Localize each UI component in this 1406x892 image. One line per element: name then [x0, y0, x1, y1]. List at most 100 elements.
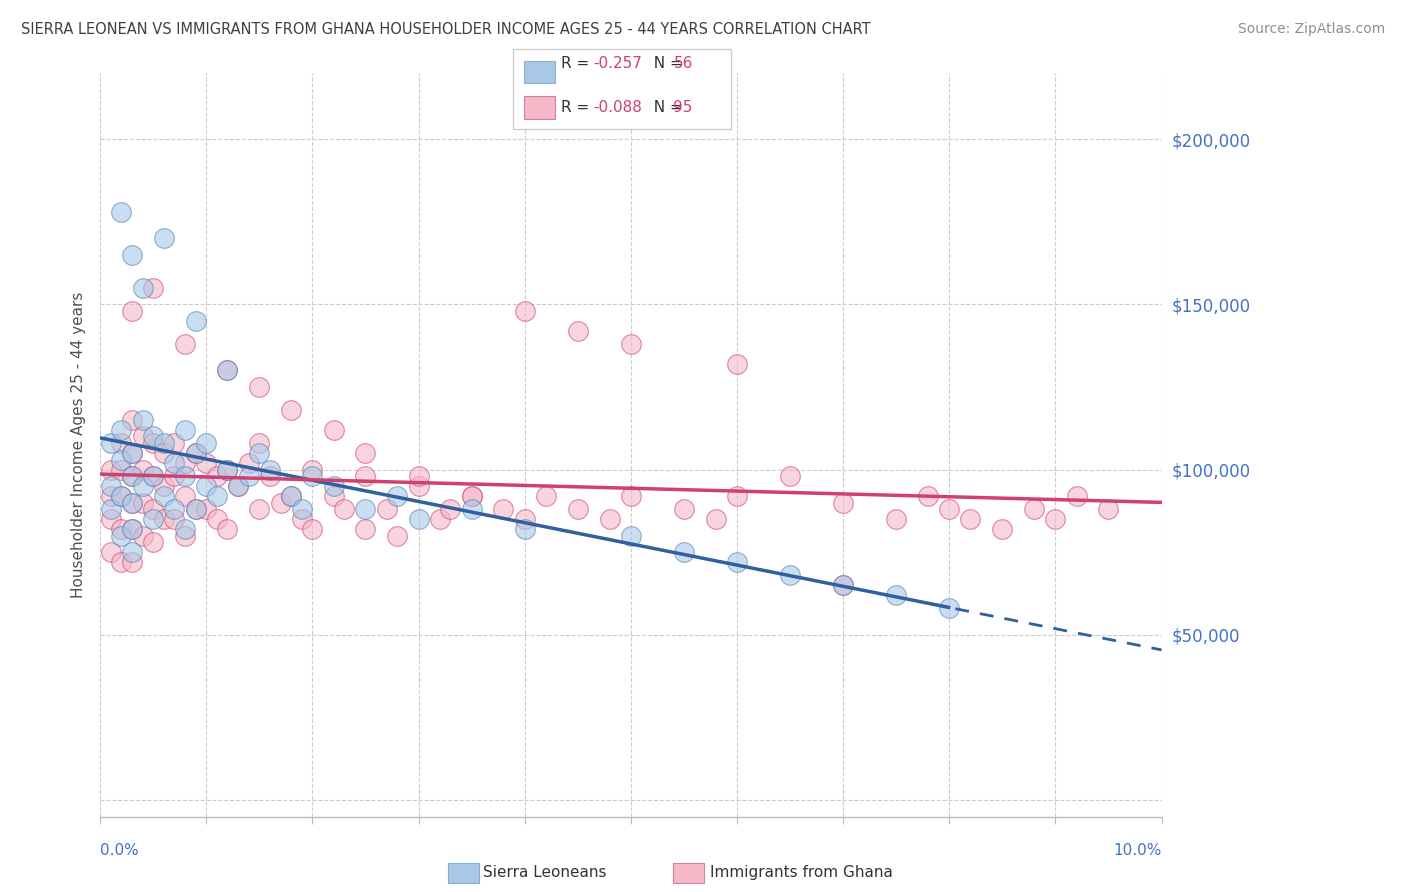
Point [270, 495, 292, 509]
Point [121, 495, 143, 509]
Point [100, 502, 122, 516]
Point [534, 489, 557, 503]
Point [174, 528, 197, 542]
Point [121, 522, 143, 536]
Text: Immigrants from Ghana: Immigrants from Ghana [710, 865, 893, 880]
Point [884, 588, 907, 602]
Point [280, 403, 302, 417]
Point [142, 535, 165, 549]
Point [1045, 512, 1067, 526]
Text: 95: 95 [673, 100, 693, 114]
Point [354, 446, 377, 460]
Point [247, 446, 270, 460]
Point [725, 357, 748, 371]
Point [174, 456, 197, 470]
Point [704, 512, 727, 526]
Point [163, 456, 186, 470]
Point [110, 528, 132, 542]
Point [725, 555, 748, 569]
Point [205, 489, 228, 503]
Point [1066, 489, 1088, 503]
Point [779, 469, 801, 483]
Text: 0.0%: 0.0% [100, 843, 139, 858]
Point [247, 502, 270, 516]
Point [195, 456, 218, 470]
Point [184, 502, 207, 516]
Point [131, 413, 153, 427]
Text: -0.088: -0.088 [593, 100, 643, 114]
Y-axis label: Householder Income Ages 25 - 44 years: Householder Income Ages 25 - 44 years [72, 292, 86, 598]
Point [121, 304, 143, 318]
Point [354, 522, 377, 536]
Point [291, 512, 314, 526]
Text: N =: N = [644, 100, 688, 114]
Point [121, 446, 143, 460]
Point [131, 429, 153, 443]
Point [991, 522, 1014, 536]
Point [110, 555, 132, 569]
Point [226, 479, 249, 493]
Point [280, 489, 302, 503]
Point [301, 522, 323, 536]
Point [110, 436, 132, 450]
Point [460, 502, 482, 516]
Point [174, 522, 197, 536]
Point [121, 469, 143, 483]
Point [247, 436, 270, 450]
Point [121, 413, 143, 427]
Point [121, 522, 143, 536]
Point [599, 512, 621, 526]
Point [938, 502, 960, 516]
Point [142, 469, 165, 483]
Point [301, 469, 323, 483]
Point [121, 545, 143, 559]
Text: Source: ZipAtlas.com: Source: ZipAtlas.com [1237, 22, 1385, 37]
Point [387, 489, 409, 503]
Point [1024, 502, 1046, 516]
Point [672, 545, 695, 559]
Point [408, 469, 430, 483]
Point [217, 522, 239, 536]
Point [153, 479, 176, 493]
Point [439, 502, 461, 516]
Text: 56: 56 [673, 56, 693, 70]
Point [354, 469, 377, 483]
Point [110, 522, 132, 536]
Point [226, 479, 249, 493]
Point [195, 502, 218, 516]
Point [153, 512, 176, 526]
Point [301, 462, 323, 476]
Point [100, 489, 122, 503]
Point [322, 423, 344, 437]
Point [110, 462, 132, 476]
Point [322, 479, 344, 493]
Point [259, 462, 281, 476]
Point [620, 528, 643, 542]
Point [100, 479, 122, 493]
Point [938, 601, 960, 615]
Point [779, 568, 801, 582]
Point [163, 469, 186, 483]
Text: SIERRA LEONEAN VS IMMIGRANTS FROM GHANA HOUSEHOLDER INCOME AGES 25 - 44 YEARS CO: SIERRA LEONEAN VS IMMIGRANTS FROM GHANA … [21, 22, 870, 37]
Point [131, 281, 153, 295]
Point [620, 337, 643, 351]
Point [163, 502, 186, 516]
Point [259, 469, 281, 483]
Point [110, 452, 132, 467]
Point [513, 522, 536, 536]
Point [917, 489, 939, 503]
Point [217, 363, 239, 377]
Point [110, 489, 132, 503]
Point [238, 456, 260, 470]
Point [131, 528, 153, 542]
Point [1097, 502, 1119, 516]
Point [217, 462, 239, 476]
Point [121, 495, 143, 509]
Point [567, 324, 589, 338]
Point [959, 512, 981, 526]
Point [110, 423, 132, 437]
Point [247, 380, 270, 394]
Point [121, 469, 143, 483]
Point [184, 314, 207, 328]
Point [142, 469, 165, 483]
